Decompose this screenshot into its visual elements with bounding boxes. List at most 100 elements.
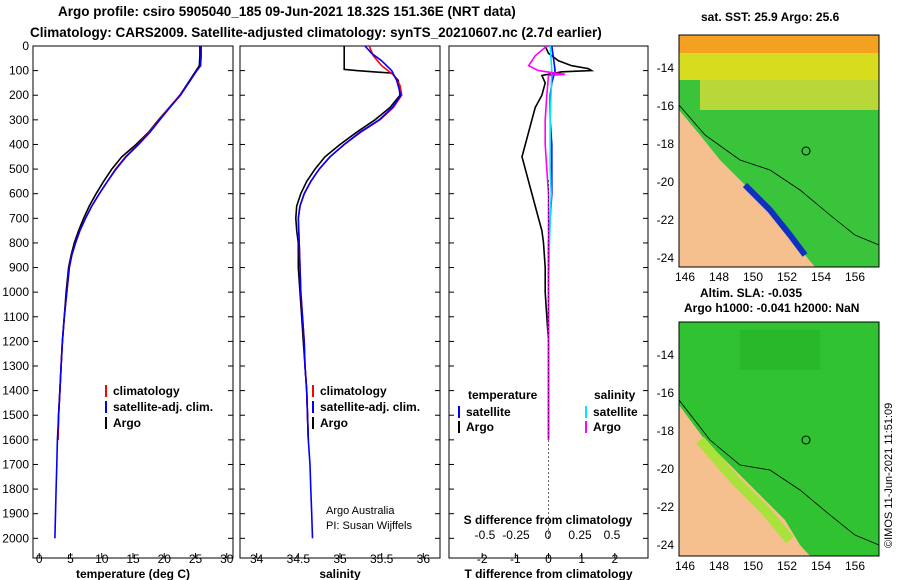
series-group xyxy=(294,46,403,539)
sst-band-hot xyxy=(679,35,879,53)
map-lon-tick-label: 152 xyxy=(777,270,797,284)
depth-tick-label: 1300 xyxy=(2,359,29,373)
map-lat-tick-label: -22 xyxy=(657,500,675,514)
legend-label: Argo xyxy=(593,420,621,434)
x-tick-label: -2 xyxy=(477,552,488,566)
legend-header-salinity: salinity xyxy=(594,388,636,402)
map-lon-tick-label: 150 xyxy=(743,559,763,573)
depth-tick-label: 1100 xyxy=(3,310,29,324)
x-tick-label: -1 xyxy=(510,552,521,566)
x-tick-label: 5 xyxy=(67,552,74,566)
depth-tick-label: 600 xyxy=(9,187,29,201)
depth-tick-label: 800 xyxy=(9,236,29,250)
s-difference-label: S difference from climatology xyxy=(464,513,633,527)
depth-tick-label: 400 xyxy=(9,137,29,151)
s-difference-tick-label: 0 xyxy=(545,528,552,542)
sla-map-frame xyxy=(678,321,880,557)
credit-text: ©IMOS 11-Jun-2021 11:51:09 xyxy=(883,403,895,548)
map-lat-tick-label: -20 xyxy=(657,175,675,189)
series-line-temperature-argo xyxy=(521,46,595,440)
depth-tick-label: 700 xyxy=(9,211,29,225)
x-tick-label: 35.5 xyxy=(370,552,394,566)
temperature-panel: 0 5 10 15 20 25 30 temperature (deg C) climatolo… xyxy=(32,45,234,580)
map-lon-tick-label: 146 xyxy=(675,559,695,573)
map-lat-tick-label: -16 xyxy=(657,99,675,113)
sst-coastal-cold-band xyxy=(742,182,808,257)
depth-tick-label: 1800 xyxy=(2,482,29,496)
map-lon-tick-label: 156 xyxy=(845,270,865,284)
series-line-salinity-argo xyxy=(527,46,566,440)
legend-header-temperature: temperature xyxy=(468,388,538,402)
depth-tick-label: 1000 xyxy=(2,285,29,299)
series-line-argo xyxy=(57,46,201,440)
map-lat-tick-label: -20 xyxy=(657,462,675,476)
sst-map xyxy=(678,34,880,268)
sla-patch-low xyxy=(740,330,820,370)
sst-map-axes: 146 148 150 152 154 156 -14 -16 -18 -20 -22 -24 xyxy=(657,61,866,284)
series-line-climatology xyxy=(57,46,202,440)
map-lat-tick-label: -16 xyxy=(657,386,675,400)
series-line-climatology xyxy=(297,46,403,440)
depth-tick-label: 900 xyxy=(9,261,29,275)
map-lon-tick-label: 152 xyxy=(777,559,797,573)
map-lat-tick-label: -24 xyxy=(657,538,675,552)
depth-tick-label: 1700 xyxy=(2,457,29,471)
depth-tick-label: 1500 xyxy=(2,408,29,422)
plot-frame xyxy=(239,45,441,559)
difference-panel: -2 -1 0 1 2T difference from climatology temp… xyxy=(448,45,649,580)
s-difference-tick-label: -0.5 xyxy=(475,528,496,542)
series-group xyxy=(54,46,202,539)
x-tick-label: 35 xyxy=(333,552,347,566)
series-group xyxy=(521,46,595,440)
depth-tick-label: 2000 xyxy=(2,531,29,545)
annotation-text: PI: Susan Wijffels xyxy=(326,520,412,532)
title-line-2: Climatology: CARS2009. Satellite-adjuste… xyxy=(30,25,602,40)
series-line-satellite-adj-clim- xyxy=(297,46,402,539)
x-tick-label: 20 xyxy=(158,552,172,566)
depth-tick-label: 300 xyxy=(9,113,29,127)
map-lon-tick-label: 148 xyxy=(709,559,729,573)
sla-map-axes: 146 148 150 152 154 156 -14 -16 -18 -20 -22 -24 xyxy=(657,348,866,573)
legend-label: satellite-adj. clim. xyxy=(113,400,213,414)
x-tick-label: 25 xyxy=(189,552,203,566)
x-tick-label: 30 xyxy=(220,552,234,566)
series-line-argo xyxy=(294,46,401,440)
sst-shelf-contour xyxy=(678,104,880,246)
sla-coastal-band xyxy=(696,436,794,544)
x-tick-label: 0 xyxy=(545,552,552,566)
legend-label: Argo xyxy=(113,416,141,430)
depth-axis: 0 100 200 300 400 500 600 700 800 900 1000 1100 1200… xyxy=(2,39,29,545)
legend-label: climatology xyxy=(320,384,387,398)
map-lat-tick-label: -18 xyxy=(657,424,675,438)
x-tick-label: 36 xyxy=(417,552,431,566)
map-lat-tick-label: -14 xyxy=(657,61,675,75)
s-difference-tick-label: 0.25 xyxy=(568,528,592,542)
sla-map-title-1: Altim. SLA: -0.035 xyxy=(700,286,803,300)
plot-frame xyxy=(32,45,234,559)
sla-argo-location-marker xyxy=(801,435,811,445)
x-axis-label: temperature (deg C) xyxy=(76,567,190,580)
x-axis-label: T difference from climatology xyxy=(464,567,632,580)
legend-label: satellite-adj. clim. xyxy=(320,400,420,414)
s-difference-tick-label: -0.25 xyxy=(502,528,530,542)
depth-tick-label: 1900 xyxy=(2,507,29,521)
x-tick-label: 34 xyxy=(250,552,264,566)
map-lon-tick-label: 156 xyxy=(845,559,865,573)
sla-shelf-contour xyxy=(678,399,880,546)
map-lon-tick-label: 146 xyxy=(675,270,695,284)
sst-band-mid xyxy=(700,80,879,110)
sst-map-frame xyxy=(678,34,880,268)
x-tick-label: 1 xyxy=(578,552,585,566)
series-line-satellite-adj-clim- xyxy=(54,46,202,539)
map-lat-tick-label: -24 xyxy=(657,251,675,265)
title-line-1: Argo profile: csiro 5905040_185 09-Jun-2… xyxy=(58,4,516,19)
sst-argo-location-marker xyxy=(801,146,811,156)
map-lon-tick-label: 154 xyxy=(811,270,831,284)
x-tick-label: 34.5 xyxy=(287,552,311,566)
depth-tick-label: 1400 xyxy=(2,384,29,398)
x-tick-label: 15 xyxy=(126,552,140,566)
x-tick-label: 10 xyxy=(95,552,109,566)
depth-tick-label: 200 xyxy=(9,88,29,102)
map-lat-tick-label: -14 xyxy=(657,348,675,362)
